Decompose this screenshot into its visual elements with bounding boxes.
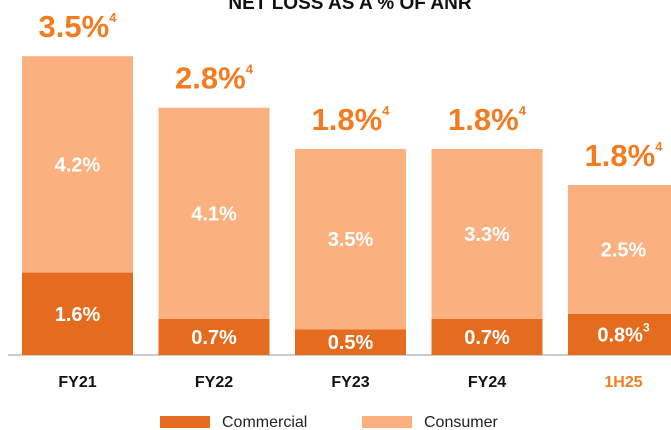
data-label: 4.2%	[55, 155, 101, 177]
footnote: 3	[643, 321, 650, 335]
bar-segment	[431, 318, 543, 355]
data-label: 3.5%	[328, 229, 374, 251]
data-label-text: 0.7%	[191, 327, 237, 349]
bar-segment	[22, 56, 133, 273]
data-label-text: 4.1%	[191, 204, 237, 226]
footnote: 4	[246, 62, 254, 77]
legend-swatch	[362, 416, 412, 428]
bar-segment	[568, 313, 671, 355]
footnote: 4	[519, 103, 527, 118]
x-tick-label: FY23	[331, 374, 369, 391]
data-label: 0.7%	[464, 327, 510, 349]
data-label-text: 0.5%	[328, 332, 374, 354]
bar-segment	[295, 329, 406, 355]
data-label-text: 2.5%	[601, 240, 647, 262]
total-label: 3.5%4	[39, 9, 118, 44]
x-tick-label: FY24	[468, 374, 506, 391]
legend-swatch	[160, 416, 210, 428]
total-label-text: 1.8%	[585, 138, 656, 173]
legend-label: Consumer	[424, 414, 498, 430]
footnote: 4	[655, 139, 663, 154]
data-label: 3.3%	[464, 224, 510, 246]
data-label: 0.5%	[328, 332, 374, 354]
x-tick-label: 1H25	[604, 374, 642, 391]
bar-segment	[568, 185, 671, 314]
data-label-text: 4.2%	[55, 155, 101, 177]
data-label: 2.5%	[601, 240, 647, 262]
total-label-text: 1.8%	[448, 102, 519, 137]
data-label: 4.1%	[191, 204, 237, 226]
data-label: 0.7%	[191, 327, 237, 349]
data-label: 0.8%3	[597, 321, 650, 347]
bar-segment	[158, 318, 270, 355]
bar-segment	[22, 272, 133, 355]
legend-label: Commercial	[222, 414, 307, 430]
bar-segment	[431, 148, 543, 319]
data-label-text: 3.3%	[464, 224, 510, 246]
data-label-text: 3.5%	[328, 229, 374, 251]
data-label-text: 1.6%	[55, 304, 101, 326]
total-label-text: 1.8%	[312, 102, 383, 137]
chart-title: NET LOSS AS A % OF ANR	[228, 0, 471, 14]
total-label: 1.8%4	[448, 102, 527, 137]
x-tick-label: FY21	[58, 374, 96, 391]
total-label: 1.8%4	[312, 102, 391, 137]
footnote: 4	[382, 103, 390, 118]
footnote: 4	[109, 11, 117, 26]
bar-segment	[295, 148, 406, 330]
total-label-text: 3.5%	[39, 9, 110, 44]
data-label-text: 0.7%	[464, 327, 510, 349]
total-label: 2.8%4	[175, 61, 254, 96]
x-tick-label: FY22	[195, 374, 233, 391]
total-label: 1.8%4	[585, 138, 664, 173]
total-label-text: 2.8%	[175, 61, 246, 96]
data-label-text: 0.8%	[597, 325, 643, 347]
bar-segment	[158, 107, 270, 319]
data-label: 1.6%	[55, 304, 101, 326]
